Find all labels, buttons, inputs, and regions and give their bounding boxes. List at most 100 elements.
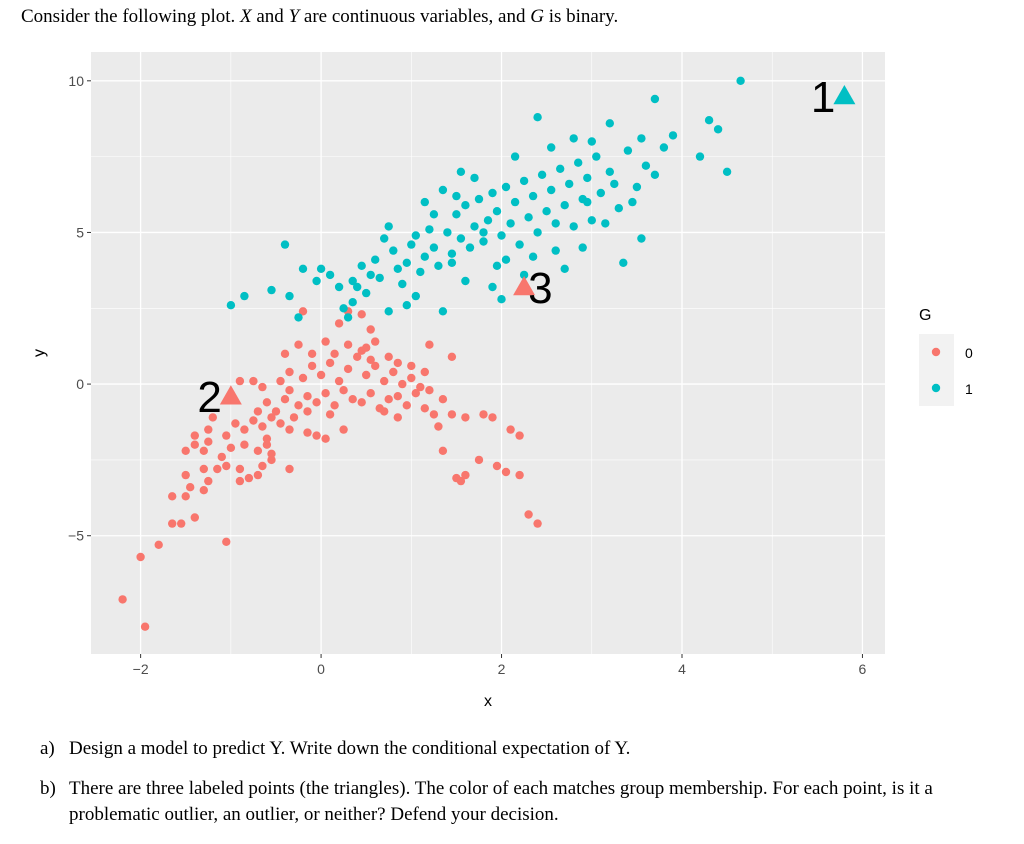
point-g0 — [447, 352, 457, 361]
point-g0 — [357, 310, 366, 319]
point-g1 — [637, 234, 646, 243]
intro-part: is binary. — [543, 6, 619, 27]
point-g0 — [393, 358, 402, 368]
y-axis-label: y — [31, 349, 48, 357]
point-g0 — [325, 410, 335, 419]
question-b: b) There are three labeled points (the t… — [40, 776, 1010, 828]
point-g0 — [398, 379, 407, 389]
x-axis-label: x — [484, 693, 492, 710]
point-g0 — [447, 410, 457, 419]
point-g1 — [434, 261, 443, 270]
point-g0 — [343, 364, 353, 374]
point-g0 — [217, 452, 226, 462]
question-label: a) — [40, 738, 55, 759]
point-g0 — [330, 349, 339, 358]
point-g1 — [348, 298, 357, 307]
point-g0 — [253, 446, 263, 455]
point-g0 — [371, 361, 380, 371]
point-g0 — [312, 431, 321, 440]
point-g0 — [321, 337, 330, 346]
major-gridlines — [91, 52, 885, 654]
point-g0 — [253, 470, 263, 480]
point-g1 — [429, 243, 439, 252]
point-g0 — [199, 486, 208, 495]
point-g0 — [420, 367, 429, 377]
point-g0 — [267, 449, 276, 458]
point-g1 — [465, 243, 475, 252]
point-g1 — [537, 170, 547, 179]
point-g0 — [280, 395, 290, 404]
point-g0 — [262, 440, 272, 449]
point-g1 — [461, 276, 470, 286]
point-g0 — [506, 425, 515, 434]
point-g1 — [488, 188, 497, 198]
legend-title: G — [919, 307, 931, 324]
point-g1 — [659, 143, 669, 152]
point-g0 — [181, 492, 190, 501]
point-g0 — [371, 337, 380, 346]
legend-label-0: 0 — [965, 345, 973, 361]
point-g1 — [722, 167, 732, 176]
point-g1 — [474, 194, 484, 204]
point-g1 — [542, 207, 551, 216]
point-g1 — [357, 261, 366, 270]
legend-label-1: 1 — [965, 381, 973, 397]
point-g0 — [321, 434, 330, 443]
point-g0 — [181, 446, 190, 455]
point-g0 — [199, 464, 208, 474]
point-g0 — [420, 404, 429, 413]
triangle-label: 2 — [197, 373, 221, 422]
point-g0 — [380, 407, 389, 416]
point-g1 — [339, 304, 348, 313]
point-g1 — [492, 261, 502, 270]
point-g1 — [343, 313, 353, 322]
point-g0 — [235, 476, 245, 486]
point-g1 — [443, 228, 452, 237]
point-g1 — [668, 131, 678, 140]
point-g1 — [515, 240, 524, 249]
question-text: There are three labeled points (the tria… — [69, 778, 933, 825]
point-g1 — [456, 167, 466, 176]
point-g1 — [650, 170, 660, 179]
point-g0 — [140, 622, 150, 631]
point-g1 — [492, 207, 502, 216]
point-g0 — [190, 513, 199, 522]
point-g1 — [547, 185, 556, 195]
point-g1 — [353, 282, 362, 292]
point-g0 — [231, 419, 240, 428]
point-g1 — [334, 282, 344, 292]
point-g1 — [501, 182, 511, 192]
point-g0 — [186, 483, 195, 492]
point-g0 — [362, 370, 371, 380]
var-y: Y — [288, 6, 300, 27]
triangle-label: 3 — [528, 264, 552, 313]
point-g0 — [474, 455, 484, 465]
point-g0 — [285, 367, 294, 377]
point-g1 — [713, 125, 723, 134]
point-g0 — [316, 370, 326, 380]
point-g0 — [380, 376, 389, 386]
point-g1 — [560, 201, 569, 210]
y-tick-label: 5 — [76, 224, 84, 240]
point-g0 — [258, 422, 267, 431]
point-g1 — [556, 164, 565, 173]
point-g1 — [488, 282, 497, 292]
point-g1 — [226, 301, 236, 310]
point-g1 — [565, 179, 574, 189]
point-g0 — [285, 464, 294, 474]
y-tick-label: −5 — [68, 528, 84, 544]
point-g1 — [285, 291, 294, 301]
point-g1 — [461, 201, 470, 210]
plot-panel — [91, 52, 885, 654]
point-g0 — [267, 413, 276, 422]
point-g0 — [222, 431, 231, 440]
point-g1 — [528, 252, 538, 261]
point-g1 — [479, 228, 488, 237]
question-label: b) — [40, 778, 56, 799]
point-g0 — [479, 410, 488, 419]
point-g1 — [402, 258, 411, 267]
point-g0 — [190, 431, 199, 440]
point-g0 — [240, 440, 249, 449]
point-g1 — [547, 143, 556, 152]
point-g1 — [393, 264, 402, 273]
